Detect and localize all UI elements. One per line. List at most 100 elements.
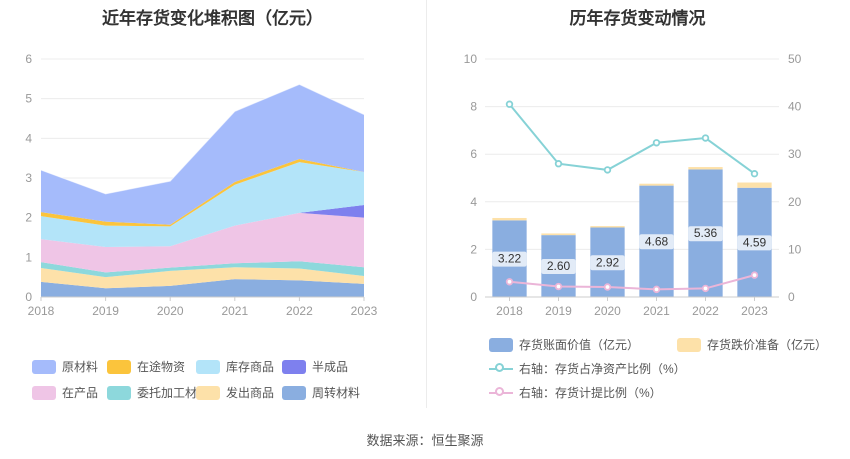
y2-tick-label: 0: [788, 290, 795, 304]
line-point: [701, 284, 710, 293]
legend-item[interactable]: 在产品: [32, 384, 98, 401]
y-tick-label: 2: [25, 211, 32, 225]
bar-label-bg: [590, 255, 625, 271]
bar-impairment: [688, 167, 723, 170]
legend-item[interactable]: 周转材料: [282, 384, 360, 401]
stacked-area-panel: 近年存货变化堆积图（亿元） 0 1 2 3 4 5 6 2018 2019 2020 2021 202…: [0, 0, 425, 420]
x-tick-label: 2018: [496, 304, 523, 318]
legend-item[interactable]: 原材料: [32, 358, 98, 375]
legend-label: 周转材料: [312, 386, 361, 400]
area-series-2: [41, 261, 364, 278]
legend-swatch: [196, 359, 220, 374]
x-tick-label: 2022: [286, 304, 313, 318]
line-point: [603, 283, 612, 291]
bar-line-chart: 0 2 4 6 8 10 0 10 20 30 40 50 3.22 2.60 2.92 4.68 5.36 4.…: [464, 52, 802, 318]
bar-label-bg: [639, 234, 674, 250]
legend-swatch: [107, 385, 131, 400]
line-point: [603, 166, 612, 174]
y-tick-label: 10: [464, 52, 478, 66]
left-chart-title: 近年存货变化堆积图（亿元）: [102, 9, 323, 28]
x-tick-label: 2019: [545, 304, 572, 318]
bar-impairment: [492, 217, 527, 221]
stacked-area-chart: 0 1 2 3 4 5 6 2018 2019 2020 2021 2022 2023: [25, 52, 378, 318]
legend-item[interactable]: 右轴：存货占净资产比例（%）: [489, 360, 686, 377]
line-point: [505, 278, 514, 286]
y-tick-label: 5: [25, 92, 32, 106]
panel-divider: [426, 0, 427, 408]
legend-label: 存货跌价准备（亿元）: [707, 338, 828, 352]
bar-value-label: 4.68: [645, 234, 669, 248]
line-point: [701, 134, 710, 142]
area-series-6: [41, 158, 364, 227]
bar-label-bg: [737, 235, 772, 251]
legend-item[interactable]: 库存商品: [196, 358, 274, 375]
legend-swatch: [282, 385, 306, 400]
line-point: [750, 170, 759, 178]
legend-item[interactable]: 委托加工材料: [107, 384, 209, 401]
legend-swatch: [196, 385, 220, 400]
legend-swatch: [107, 359, 131, 374]
legend-label: 右轴：存货计提比例（%）: [519, 386, 662, 400]
legend-swatch: [489, 337, 513, 352]
x-tick-label: 2020: [594, 304, 621, 318]
x-tick-label: 2022: [692, 304, 719, 318]
area-top-edge: [40, 83, 365, 195]
area-series-4: [41, 204, 364, 248]
bar-impairment: [737, 182, 772, 188]
legend-item[interactable]: 半成品: [282, 358, 348, 375]
y-tick-label: 0: [25, 290, 32, 304]
legend-swatch: [677, 337, 701, 352]
y-tick-label: 6: [25, 52, 32, 66]
line-series-0: [508, 103, 756, 175]
x-tick-label: 2021: [221, 304, 248, 318]
legend-item[interactable]: 发出商品: [196, 384, 274, 401]
x-tick-label: 2021: [643, 304, 670, 318]
line-point: [652, 285, 661, 294]
x-tick-label: 2023: [351, 304, 378, 318]
bar-value-label: 4.59: [743, 235, 767, 249]
bar-label-bg: [492, 251, 527, 267]
legend-marker: [495, 362, 504, 372]
x-tick-label: 2023: [741, 304, 768, 318]
legend-item[interactable]: 右轴：存货计提比例（%）: [489, 384, 662, 401]
right-chart-title: 历年存货变动情况: [569, 9, 706, 28]
line-point: [554, 282, 563, 291]
legend-line-swatch: [489, 386, 513, 400]
legend-swatch: [32, 385, 56, 400]
x-tick-label: 2018: [28, 304, 55, 318]
legend-label: 委托加工材料: [137, 386, 210, 400]
area-series-5: [41, 162, 364, 248]
legend-item[interactable]: 存货跌价准备（亿元）: [677, 336, 827, 353]
legend-item[interactable]: 存货账面价值（亿元）: [489, 336, 639, 353]
y-tick-label: 0: [470, 290, 477, 304]
line-point: [554, 160, 563, 168]
legend-label: 发出商品: [226, 386, 275, 400]
x-tick-label: 2019: [92, 304, 119, 318]
y2-tick-label: 40: [788, 100, 802, 114]
bar-line-panel: 历年存货变动情况 0 2 4 6 8 10 0 10 20 30 40 50 3.22 2.60 2.92 4…: [425, 0, 850, 420]
bar-impairment: [639, 183, 674, 186]
y2-tick-label: 30: [788, 147, 802, 161]
bar-value-label: 2.92: [596, 255, 620, 269]
bar-label-bg: [688, 226, 723, 242]
area-series-1: [41, 267, 364, 289]
legend-label: 库存商品: [226, 360, 275, 374]
data-source: 数据来源：恒生聚源: [366, 433, 484, 448]
y2-tick-label: 20: [788, 195, 802, 209]
legend-item[interactable]: 在途物资: [107, 358, 185, 375]
y-tick-label: 4: [470, 195, 477, 209]
area-series-0: [41, 279, 364, 297]
line-series-1: [509, 274, 755, 291]
legend-label: 原材料: [62, 360, 99, 374]
y-tick-label: 1: [25, 250, 32, 264]
y2-tick-label: 50: [788, 52, 802, 66]
line-point: [750, 271, 759, 279]
bar-label-bg: [541, 259, 576, 275]
legend-swatch: [282, 359, 306, 374]
legend-label: 在产品: [62, 386, 99, 400]
y-tick-label: 2: [470, 242, 477, 256]
y-tick-label: 8: [470, 100, 477, 114]
bar-value-label: 3.22: [498, 252, 522, 266]
area-series-7: [41, 84, 364, 225]
legend-label: 存货账面价值（亿元）: [519, 338, 640, 352]
